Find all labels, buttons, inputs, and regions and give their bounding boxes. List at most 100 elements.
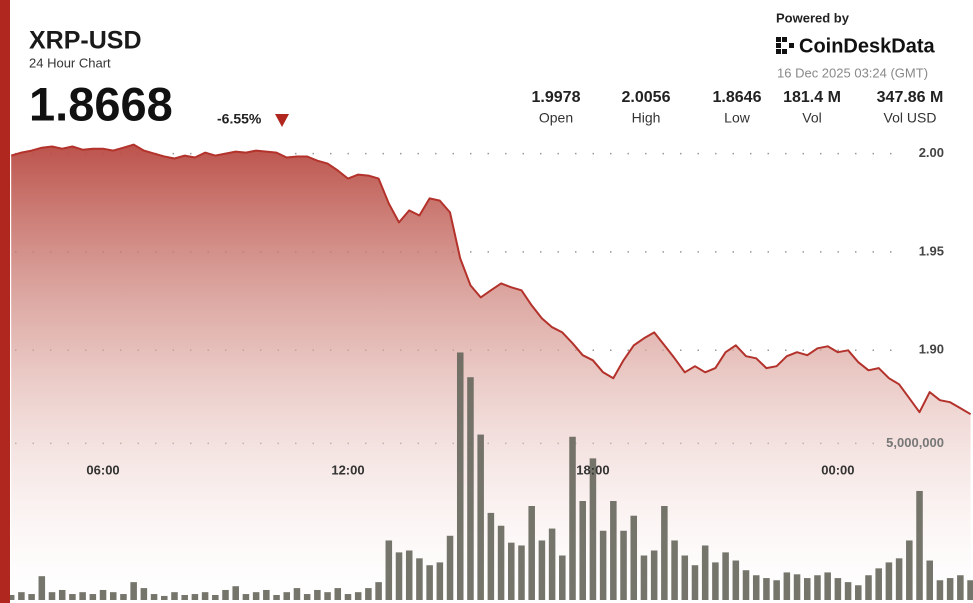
volume-bar xyxy=(273,594,280,600)
volume-bar xyxy=(814,575,821,600)
volume-bar xyxy=(518,545,525,600)
volume-bar xyxy=(906,540,913,600)
volume-bar xyxy=(630,515,638,600)
volume-bar xyxy=(79,592,86,600)
volume-bar xyxy=(875,568,882,600)
stat-label: Open xyxy=(539,110,573,126)
volume-bar xyxy=(334,588,342,600)
brand: CoinDeskData xyxy=(799,35,935,57)
volume-bar xyxy=(263,589,270,600)
timestamp: 16 Dec 2025 03:24 (GMT) xyxy=(777,65,928,80)
volume-bar xyxy=(569,436,576,600)
down-arrow xyxy=(275,114,289,127)
volume-bar xyxy=(191,594,199,600)
price: 1.8668 xyxy=(29,77,173,130)
powered-by: Powered by xyxy=(776,10,850,25)
volume-bar xyxy=(834,578,842,600)
plot: 1.90 1.95 2.00 5,000,000 06:00 12:00 18:00 00:0… xyxy=(7,143,973,600)
volume-bar xyxy=(140,588,148,600)
brand-icon xyxy=(776,37,794,54)
volume-bar xyxy=(436,562,444,600)
volume-bar xyxy=(589,458,597,600)
y-tick-label: 1.95 xyxy=(919,243,944,258)
stat-value: 2.0056 xyxy=(622,89,671,106)
volume-bar xyxy=(171,592,178,600)
volume-bar xyxy=(599,530,607,600)
volume-bar xyxy=(456,352,464,600)
volume-bar xyxy=(865,575,872,600)
volume-bar xyxy=(844,582,852,600)
volume-bar xyxy=(895,558,903,600)
volume-bar xyxy=(150,594,158,600)
volume-bar xyxy=(324,592,331,600)
volume-bar xyxy=(548,528,556,600)
volume-bar xyxy=(385,540,393,600)
volume-bar xyxy=(161,595,168,600)
price-area xyxy=(11,144,971,600)
volume-bar xyxy=(99,589,107,600)
volume-bar xyxy=(405,550,413,600)
volume-bar xyxy=(130,582,137,600)
volume-bar xyxy=(18,592,25,600)
stats: 1.9978 Open 2.0056 High 1.8646 Low 181.4 M Vol 3… xyxy=(532,89,944,125)
volume-bar xyxy=(477,434,484,600)
volume-bar xyxy=(783,572,791,600)
volume-bar xyxy=(354,592,362,600)
volume-bar xyxy=(773,580,780,600)
volume-bar xyxy=(375,582,382,600)
volume-bar xyxy=(885,562,893,600)
volume-bar xyxy=(967,580,973,600)
stat-value: 347.86 M xyxy=(877,89,944,106)
volume-bar xyxy=(650,550,658,600)
volume-bar xyxy=(640,555,648,600)
volume-bar xyxy=(926,560,933,600)
title: XRP-USD xyxy=(29,27,142,55)
volume-bar xyxy=(252,592,260,600)
volume-bar xyxy=(7,594,15,600)
x-tick-label: 06:00 xyxy=(86,462,119,477)
volume-bar xyxy=(681,555,689,600)
stat-label: Vol USD xyxy=(884,110,937,126)
stat-label: Low xyxy=(724,110,751,126)
volume-bar xyxy=(293,588,301,600)
price-line xyxy=(10,143,972,416)
volume-bar xyxy=(467,377,474,600)
volume-bar xyxy=(946,578,954,600)
volume-bar xyxy=(620,530,627,600)
volume-bar xyxy=(242,594,250,600)
stat-value: 1.9978 xyxy=(532,89,581,106)
x-tick-label: 18:00 xyxy=(576,462,609,477)
volume-bar xyxy=(426,565,433,600)
volume-bar xyxy=(803,578,811,600)
volume-bar xyxy=(712,562,719,600)
volume-bar xyxy=(416,558,423,600)
volume-bar xyxy=(752,575,760,600)
volume-bar xyxy=(661,506,668,600)
volume-bar xyxy=(742,570,750,600)
y-tick-label: 1.90 xyxy=(919,342,944,357)
volume-bar xyxy=(181,594,188,600)
volume-bar xyxy=(487,512,495,600)
volume-bar xyxy=(283,592,291,600)
volume-bar xyxy=(48,592,56,600)
volume-bar xyxy=(120,594,127,600)
volume-bar xyxy=(365,588,372,600)
volume-bar xyxy=(303,594,311,600)
volume-bar xyxy=(579,500,586,600)
volume-bar xyxy=(732,560,740,600)
volume-bar xyxy=(89,594,97,600)
volume-bar xyxy=(824,572,831,600)
volume-bar xyxy=(69,594,76,600)
volume-bar xyxy=(763,578,770,600)
volume-bar xyxy=(855,585,862,600)
volume-bar xyxy=(559,555,566,600)
volume-bar xyxy=(508,542,515,600)
volume-bar xyxy=(58,589,66,600)
volume-bar xyxy=(671,540,678,600)
volume-bar xyxy=(232,586,239,600)
change: -6.55% xyxy=(217,111,262,127)
stat-label: Vol xyxy=(802,110,821,126)
volume-bar xyxy=(691,565,699,600)
y2-tick-label: 5,000,000 xyxy=(886,435,944,450)
